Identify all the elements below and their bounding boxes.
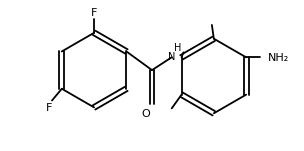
Text: O: O xyxy=(142,109,150,119)
Text: F: F xyxy=(91,8,97,18)
Text: N: N xyxy=(168,52,175,62)
Text: F: F xyxy=(46,103,52,113)
Text: H: H xyxy=(174,43,181,53)
Text: NH₂: NH₂ xyxy=(268,53,289,63)
